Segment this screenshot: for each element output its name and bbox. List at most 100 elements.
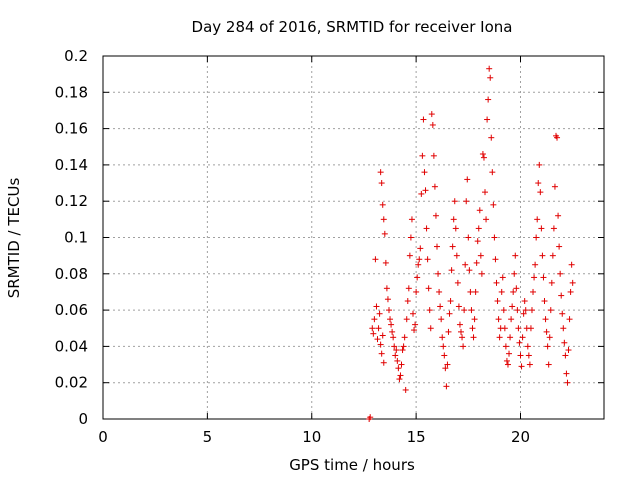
data-point bbox=[496, 334, 503, 341]
data-point bbox=[532, 261, 539, 268]
data-point bbox=[550, 225, 557, 232]
data-point bbox=[516, 339, 523, 346]
data-point bbox=[560, 325, 567, 332]
data-point bbox=[545, 361, 552, 368]
data-point bbox=[399, 347, 406, 354]
data-point bbox=[541, 298, 548, 305]
data-point bbox=[418, 190, 425, 197]
data-point bbox=[452, 225, 459, 232]
data-point bbox=[521, 298, 528, 305]
data-point bbox=[489, 169, 496, 176]
data-point bbox=[501, 325, 508, 332]
data-point bbox=[448, 267, 455, 274]
data-point bbox=[556, 243, 563, 250]
data-point bbox=[394, 357, 401, 364]
data-point bbox=[531, 274, 538, 281]
data-point bbox=[438, 316, 445, 323]
data-point bbox=[480, 154, 487, 161]
data-point bbox=[568, 261, 575, 268]
data-point bbox=[421, 169, 428, 176]
data-point bbox=[414, 274, 421, 281]
y-tick-label: 0.12 bbox=[55, 192, 88, 210]
data-point bbox=[504, 361, 511, 368]
data-point bbox=[561, 339, 568, 346]
y-tick-label: 0.1 bbox=[64, 229, 88, 247]
data-point bbox=[514, 307, 521, 314]
data-point bbox=[569, 279, 576, 286]
data-point bbox=[441, 352, 448, 359]
data-point bbox=[462, 261, 469, 268]
data-point bbox=[542, 316, 549, 323]
y-tick-label: 0.06 bbox=[55, 301, 88, 319]
y-tick-label: 0.14 bbox=[55, 156, 88, 174]
data-point bbox=[494, 298, 501, 305]
data-point bbox=[461, 307, 468, 314]
data-point bbox=[508, 316, 515, 323]
data-point bbox=[400, 343, 407, 350]
data-point bbox=[495, 316, 502, 323]
data-point bbox=[546, 334, 553, 341]
data-point bbox=[464, 176, 471, 183]
data-point bbox=[377, 169, 384, 176]
data-point bbox=[544, 343, 551, 350]
data-point bbox=[375, 325, 382, 332]
x-tick-label: 15 bbox=[407, 428, 426, 446]
data-point bbox=[488, 134, 495, 141]
data-point bbox=[476, 207, 483, 214]
data-point bbox=[466, 267, 473, 274]
data-point bbox=[405, 285, 412, 292]
data-point bbox=[377, 341, 384, 348]
data-point bbox=[551, 183, 558, 190]
data-point bbox=[566, 316, 573, 323]
data-point bbox=[425, 285, 432, 292]
data-point bbox=[557, 270, 564, 277]
axis-ticks bbox=[102, 55, 604, 420]
y-tick-label: 0.02 bbox=[55, 374, 88, 392]
data-point bbox=[515, 325, 522, 332]
data-point bbox=[469, 325, 476, 332]
data-point bbox=[548, 279, 555, 286]
data-point bbox=[510, 288, 517, 295]
data-point bbox=[507, 334, 514, 341]
data-point bbox=[449, 243, 456, 250]
data-point bbox=[530, 288, 537, 295]
data-point bbox=[527, 325, 534, 332]
data-point bbox=[378, 180, 385, 187]
data-point bbox=[533, 234, 540, 241]
data-point bbox=[547, 307, 554, 314]
data-point bbox=[500, 307, 507, 314]
data-point bbox=[454, 279, 461, 286]
data-point bbox=[436, 288, 443, 295]
data-point bbox=[525, 352, 532, 359]
data-point bbox=[374, 336, 381, 343]
data-point bbox=[413, 288, 420, 295]
chart-title: Day 284 of 2016, SRMTID for receiver Ion… bbox=[192, 18, 513, 36]
data-point bbox=[376, 310, 383, 317]
y-tick-label: 0.16 bbox=[55, 120, 88, 138]
data-point bbox=[381, 230, 388, 237]
data-point bbox=[471, 316, 478, 323]
data-point bbox=[446, 310, 453, 317]
data-point bbox=[426, 307, 433, 314]
data-point bbox=[522, 307, 529, 314]
y-tick-label: 0 bbox=[78, 410, 88, 428]
data-point bbox=[534, 216, 541, 223]
data-point bbox=[472, 288, 479, 295]
data-point bbox=[407, 234, 414, 241]
data-point bbox=[411, 327, 418, 334]
data-point bbox=[391, 343, 398, 350]
y-tick-label: 0.2 bbox=[64, 47, 88, 65]
data-point bbox=[498, 288, 505, 295]
data-point bbox=[506, 350, 513, 357]
data-point bbox=[393, 347, 400, 354]
data-point bbox=[395, 365, 402, 372]
data-point bbox=[451, 198, 458, 205]
data-point bbox=[528, 307, 535, 314]
data-point bbox=[465, 234, 472, 241]
data-point bbox=[509, 303, 516, 310]
data-point bbox=[478, 270, 485, 277]
data-point bbox=[485, 96, 492, 103]
grid-lines bbox=[103, 56, 604, 419]
data-point bbox=[455, 303, 462, 310]
